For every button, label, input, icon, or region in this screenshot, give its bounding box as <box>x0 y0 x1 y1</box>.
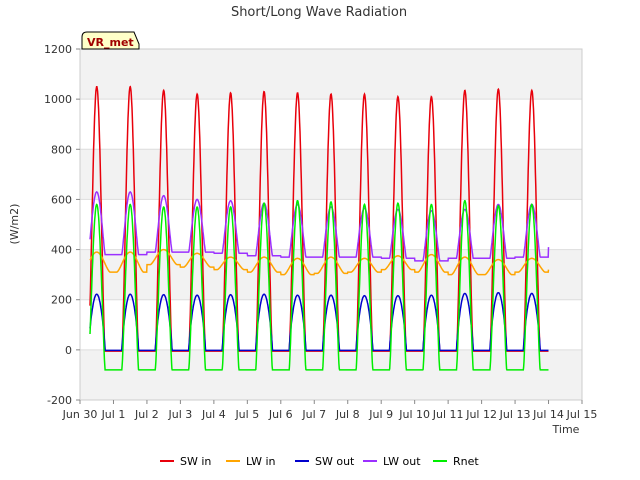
y-tick-label: 1200 <box>44 43 72 56</box>
legend-item-sw-out: SW out <box>295 455 355 468</box>
legend-label: SW in <box>180 455 211 468</box>
y-tick-label: -200 <box>47 394 72 407</box>
series-line-lw-out <box>89 191 550 262</box>
plot-background <box>80 49 582 400</box>
x-tick-label: Jul 11 <box>432 408 464 421</box>
x-tick-label: Jul 4 <box>201 408 226 421</box>
grid-band <box>80 149 582 200</box>
x-tick-label: Jun 30 <box>62 408 98 421</box>
legend-item-sw-in: SW in <box>160 455 211 468</box>
legend-label: LW out <box>383 455 421 468</box>
grid-band <box>80 349 582 400</box>
y-axis-label: (W/m2) <box>8 204 21 245</box>
y-tick-label: 200 <box>51 294 72 307</box>
legend-label: LW in <box>246 455 276 468</box>
x-tick-label: Jul 3 <box>168 408 193 421</box>
x-tick-label: Jul 14 <box>532 408 564 421</box>
x-tick-label: Jul 9 <box>368 408 393 421</box>
legend-item-rnet: Rnet <box>433 455 479 468</box>
grid-band <box>80 249 582 300</box>
x-tick-label: Jul 2 <box>134 408 159 421</box>
plot-frame <box>79 48 583 401</box>
x-tick-label: Jul 5 <box>234 408 259 421</box>
y-axis-ticks: -200 0 200 400 600 800 1000 1200 <box>44 43 80 407</box>
x-tick-label: Jul 6 <box>268 408 293 421</box>
station-badge: VR_met <box>81 31 140 50</box>
legend: SW in LW in SW out LW out Rnet <box>160 455 479 468</box>
grid-band <box>80 49 582 100</box>
x-tick-label: Jul 8 <box>335 408 360 421</box>
x-tick-label: Jul 7 <box>301 408 326 421</box>
y-tick-label: 800 <box>51 143 72 156</box>
legend-label: Rnet <box>453 455 479 468</box>
series-line-lw-in <box>89 248 550 276</box>
x-tick-label: Jul 15 <box>566 408 598 421</box>
series-line-rnet <box>89 200 549 371</box>
legend-item-lw-in: LW in <box>226 455 276 468</box>
legend-label: SW out <box>315 455 355 468</box>
x-tick-label: Jul 13 <box>499 408 531 421</box>
x-tick-label: Jul 12 <box>465 408 497 421</box>
x-tick-label: Jul 1 <box>101 408 126 421</box>
chart-title: Short/Long Wave Radiation <box>231 5 407 20</box>
station-badge-label: VR_met <box>87 36 134 49</box>
y-tick-label: 0 <box>65 344 72 357</box>
legend-item-lw-out: LW out <box>363 455 421 468</box>
series-lines <box>89 85 550 371</box>
x-axis-label: Time <box>552 423 580 436</box>
y-tick-label: 600 <box>51 193 72 206</box>
y-tick-label: 1000 <box>44 93 72 106</box>
y-tick-label: 400 <box>51 244 72 257</box>
x-tick-label: Jul 10 <box>398 408 430 421</box>
x-axis-ticks: Jun 30 Jul 1 Jul 2 Jul 3 Jul 4 Jul 5 Jul 6 Jul … <box>62 400 598 421</box>
